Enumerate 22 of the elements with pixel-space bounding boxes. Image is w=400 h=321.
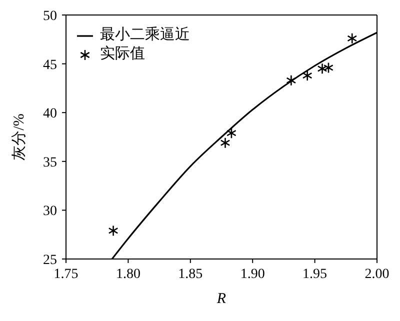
y-axis-title: 灰分/% (10, 114, 28, 160)
x-tick-label: 1.95 (302, 266, 328, 282)
legend-label: 实际值 (100, 45, 145, 64)
x-tick-label: 1.80 (116, 266, 140, 282)
x-axis-title: R (216, 291, 226, 307)
y-tick-label: 30 (43, 204, 57, 220)
y-tick-label: 50 (43, 8, 57, 24)
point (108, 225, 118, 236)
x-tick-label: 1.90 (240, 266, 265, 282)
x-tick-label: 1.75 (54, 266, 78, 282)
y-tick-label: 40 (43, 106, 57, 122)
point (286, 74, 296, 86)
x-tick-label: 2.00 (364, 266, 390, 282)
y-tick-label: 35 (43, 155, 57, 170)
point (347, 32, 358, 44)
legend-label: 最小二乘逼近 (100, 26, 190, 45)
y-tick-label: 25 (43, 252, 57, 268)
y-tick-label: 45 (43, 58, 57, 73)
point (317, 63, 328, 74)
point (302, 70, 312, 82)
point (324, 62, 334, 74)
x-tick-label: 1.85 (178, 266, 203, 282)
